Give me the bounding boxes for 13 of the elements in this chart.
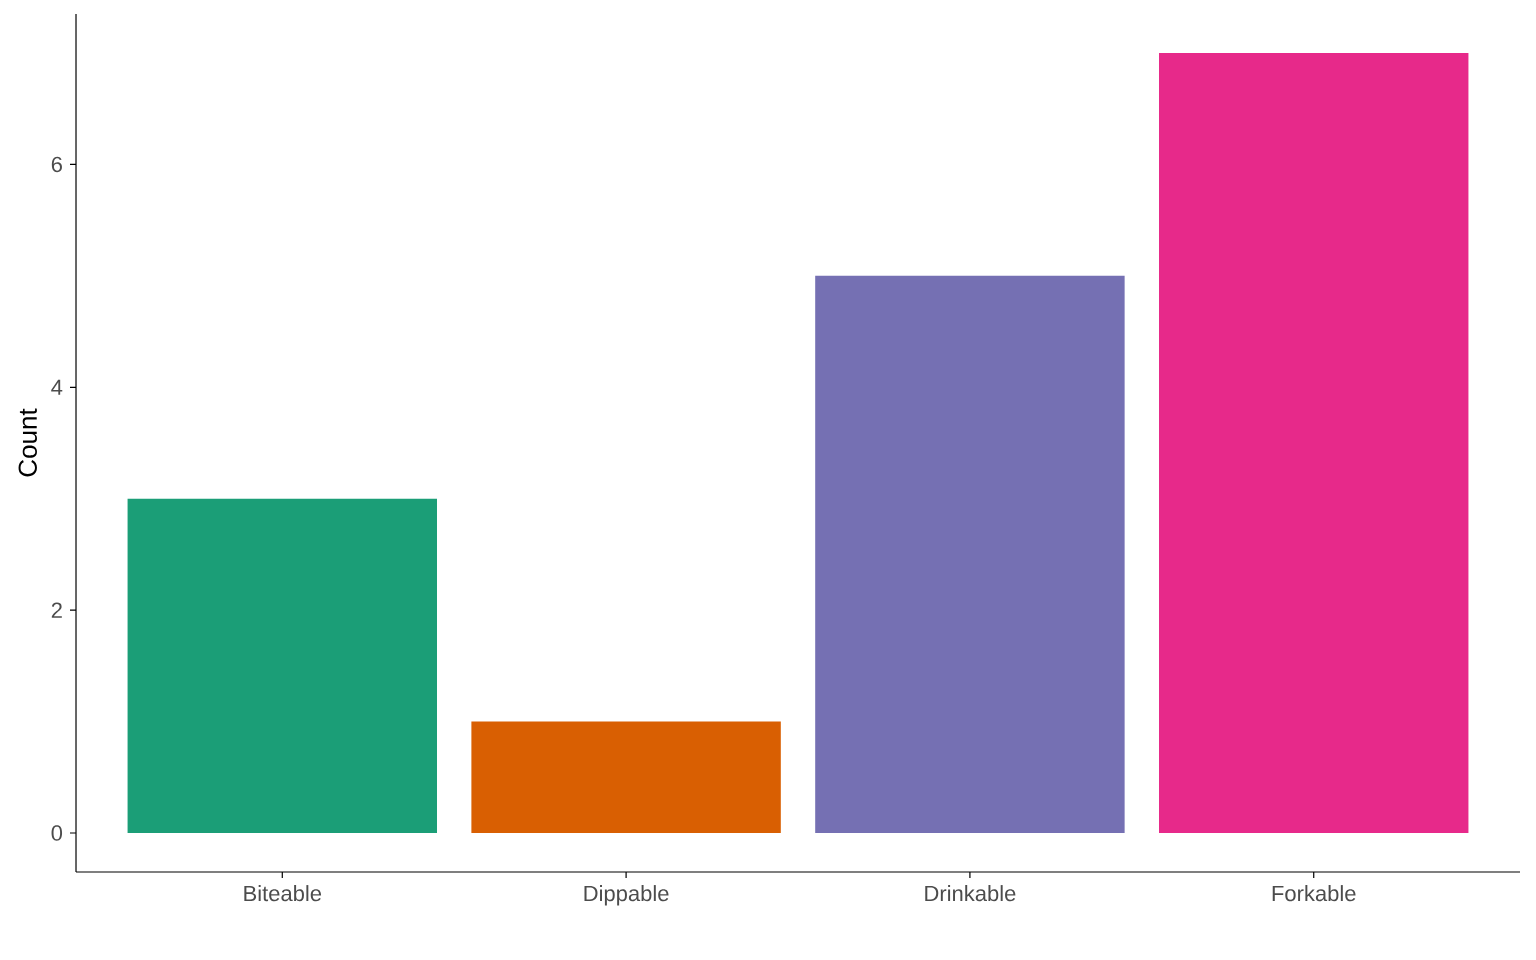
y-tick-label: 2 [51, 602, 62, 618]
y-tick-label: 6 [51, 156, 62, 173]
bar [471, 721, 781, 833]
y-axis-title: Count [18, 408, 37, 477]
x-tick-label: Biteable [244, 885, 322, 902]
y-tick-label: 4 [51, 379, 63, 395]
x-tick-label: Drinkable [925, 885, 1016, 902]
bar [1159, 53, 1469, 833]
y-tick-label: 0 [51, 825, 63, 841]
bar [127, 498, 437, 833]
x-tick-label: Forkable [1272, 885, 1356, 902]
x-tick-label: Dippable [584, 885, 669, 906]
bar [815, 275, 1125, 833]
